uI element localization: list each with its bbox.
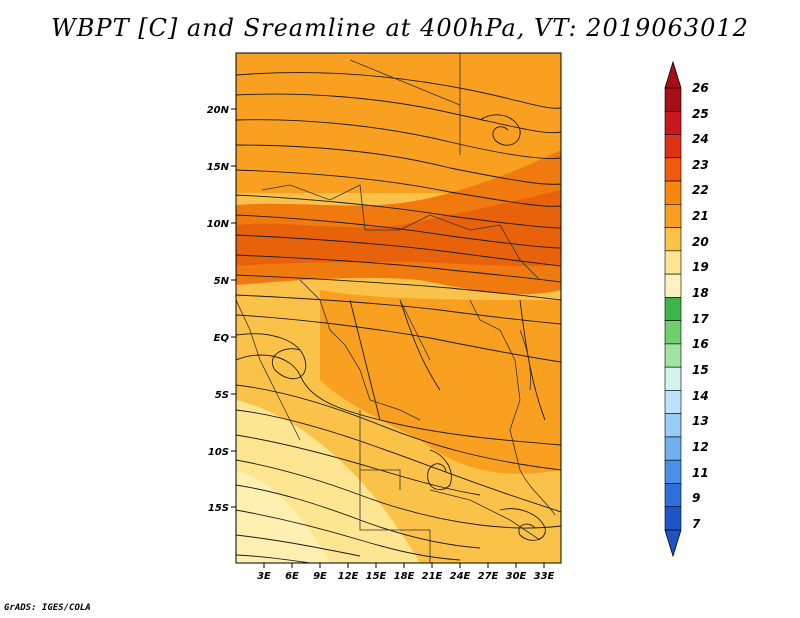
colorbar-swatch: [664, 343, 682, 368]
colorbar-label: 22: [692, 183, 709, 197]
map-title: WBPT [C] and Sreamline at 400hPa, VT: 20…: [51, 14, 749, 42]
colorbar-top-arrow: [664, 60, 682, 89]
lon-label: 24E: [450, 571, 471, 582]
colorbar-swatch: [664, 110, 682, 135]
lon-label: 12E: [338, 571, 359, 582]
map-frame: [235, 52, 562, 564]
colorbar-label: 16: [692, 337, 709, 351]
colorbar-swatch: [664, 436, 682, 461]
colorbar-swatch: [664, 506, 682, 531]
colorbar-swatch: [664, 459, 682, 484]
colorbar-label: 7: [692, 517, 701, 531]
colorbar-label: 19: [692, 260, 709, 274]
lat-axis: 20N 15N 10N 5N EQ 5S 10S 15S: [207, 105, 236, 514]
lon-label: 6E: [285, 571, 299, 582]
colorbar-swatch: [664, 250, 682, 275]
colorbar-label: 17: [692, 312, 709, 326]
colorbar-label: 24: [692, 132, 709, 146]
colorbar-bottom-arrow: [664, 529, 682, 558]
colorbar-swatch: [664, 134, 682, 159]
colorbar-label: 20: [692, 235, 709, 249]
colorbar-label: 18: [692, 286, 709, 300]
colorbar-swatch: [664, 483, 682, 508]
colorbar-swatch: [664, 227, 682, 252]
lat-label: 5N: [214, 276, 230, 287]
grads-credit: GrADS: IGES/COLA: [4, 603, 91, 613]
lat-label: 10S: [208, 447, 229, 458]
colorbar-label: 9: [692, 491, 700, 505]
colorbar-swatch: [664, 157, 682, 182]
lat-label: 15S: [208, 503, 229, 514]
lon-label: 30E: [506, 571, 527, 582]
colorbar-label: 21: [692, 209, 709, 223]
wbpt-field: [236, 53, 561, 563]
colorbar-swatch: [664, 366, 682, 391]
streamlines: [236, 72, 561, 563]
lat-label: EQ: [214, 333, 230, 344]
lon-label: 9E: [313, 571, 327, 582]
lon-label: 15E: [366, 571, 387, 582]
lon-label: 27E: [478, 571, 499, 582]
colorbar-swatch: [664, 87, 682, 112]
lat-label: 20N: [207, 105, 230, 116]
lon-axis: 3E 6E 9E 12E 15E 18E 21E 24E 27E 30E 33E: [257, 563, 555, 582]
colorbar-label: 23: [692, 158, 709, 172]
colorbar: 26 25 24 23 22 21 20 19 18 17 16 15 14 1…: [664, 60, 709, 558]
colorbar-swatch: [664, 273, 682, 298]
colorbar-swatch: [664, 413, 682, 438]
colorbar-swatch: [664, 180, 682, 205]
colorbar-swatch: [664, 320, 682, 345]
lat-label: 15N: [207, 162, 230, 173]
lon-label: 18E: [394, 571, 415, 582]
colorbar-swatch: [664, 390, 682, 414]
colorbar-swatch: [664, 297, 682, 321]
colorbar-label: 14: [692, 389, 709, 403]
colorbar-label: 13: [692, 414, 709, 428]
colorbar-label: 25: [692, 107, 709, 121]
lat-label: 5S: [215, 390, 229, 401]
lat-label: 10N: [207, 219, 230, 230]
colorbar-swatch: [664, 204, 682, 228]
colorbar-label: 12: [692, 440, 709, 454]
colorbar-label: 15: [692, 363, 709, 377]
lon-label: 33E: [534, 571, 555, 582]
colorbar-label: 26: [692, 81, 709, 95]
lon-label: 3E: [257, 571, 271, 582]
lon-label: 21E: [422, 571, 443, 582]
colorbar-label: 11: [692, 466, 709, 480]
country-borders: [236, 53, 556, 563]
